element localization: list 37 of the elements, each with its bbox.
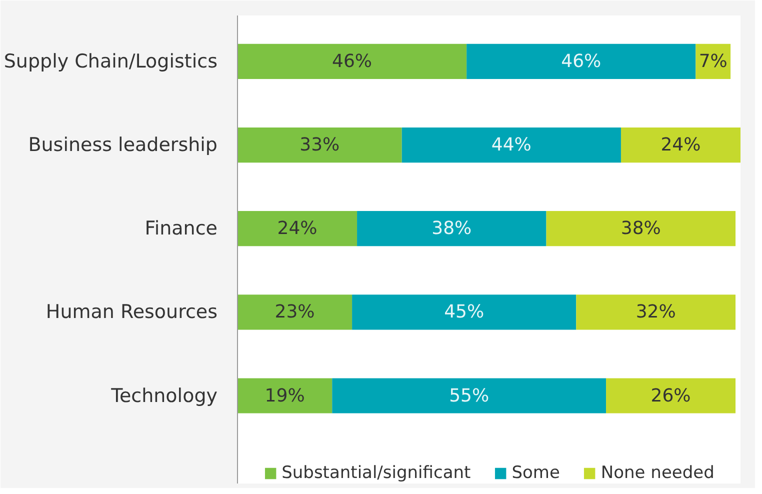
data-label: 38% [620, 218, 661, 240]
data-label: 19% [264, 385, 305, 406]
bar [238, 378, 332, 414]
data-label: 55% [449, 385, 490, 406]
bar [576, 294, 736, 330]
bar [606, 378, 736, 414]
data-label: 46% [332, 50, 372, 72]
data-label: 24% [660, 134, 701, 156]
y-tick-label: Human Resources [46, 301, 218, 324]
y-tick-label: Technology [110, 384, 218, 407]
data-label: 23% [274, 302, 315, 323]
y-tick-label: Finance [144, 218, 218, 240]
data-label: 45% [444, 302, 484, 323]
data-label: 32% [636, 302, 676, 323]
legend-label: Some [512, 463, 560, 483]
data-label: 33% [300, 134, 340, 156]
data-label: 44% [491, 134, 532, 156]
data-label: 26% [650, 385, 691, 406]
legend-label: Substantial/significant [282, 463, 471, 483]
bar [238, 127, 402, 163]
data-label: 7% [698, 50, 728, 72]
data-label: 38% [432, 218, 472, 240]
bar [357, 211, 546, 246]
bar [466, 44, 696, 80]
legend-label: None needed [600, 463, 714, 483]
bar [238, 44, 467, 80]
y-tick-label: Business leadership [28, 134, 218, 156]
bar [620, 127, 740, 163]
bar [352, 294, 576, 330]
data-label: 46% [561, 50, 602, 72]
bar [238, 294, 352, 330]
bar [402, 127, 621, 163]
bar [238, 211, 358, 246]
bar [546, 211, 736, 246]
y-tick-label: Supply Chain/Logistics [4, 50, 218, 72]
bar [332, 378, 606, 414]
data-label: 24% [277, 218, 318, 240]
